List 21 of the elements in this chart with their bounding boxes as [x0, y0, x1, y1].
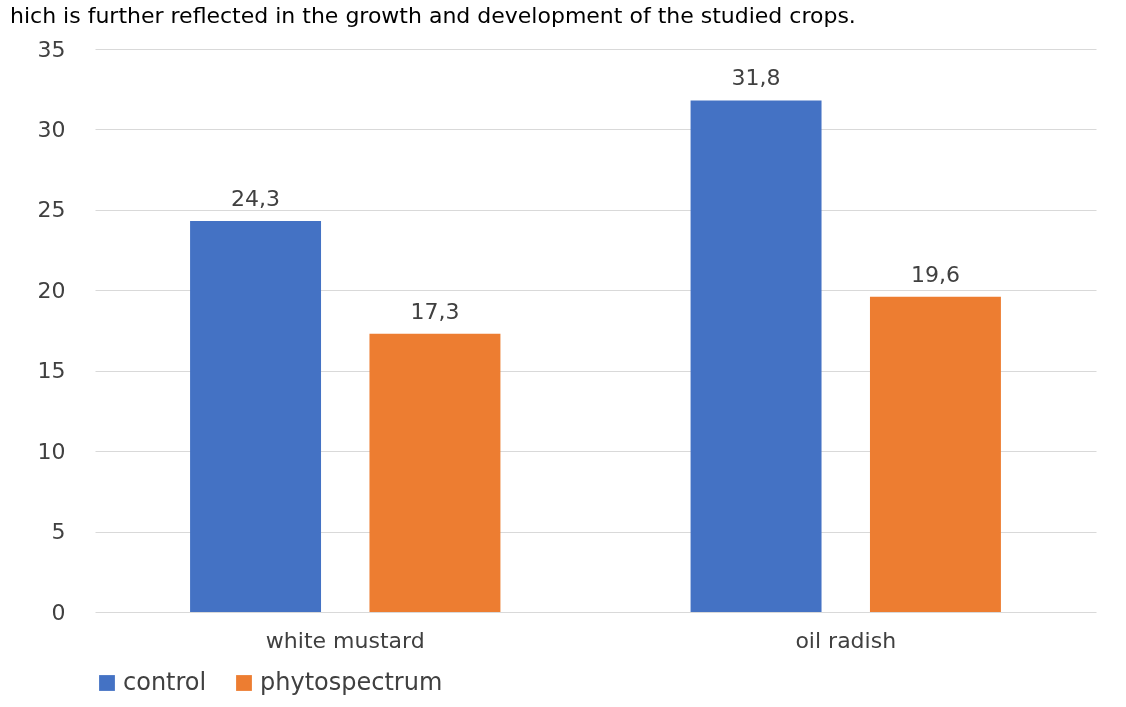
y-tick-label: 25	[37, 197, 66, 223]
y-tick-label: 30	[37, 116, 66, 142]
y-tick-label: 0	[51, 599, 66, 625]
y-tick-label: 10	[37, 438, 66, 464]
bar	[869, 296, 1001, 612]
y-tick-label: 20	[37, 277, 66, 303]
bar	[369, 333, 501, 612]
x-tick-label: oil radish	[795, 627, 897, 653]
data-label: 19,6	[910, 261, 960, 287]
data-label: 31,8	[731, 65, 781, 91]
bar	[190, 221, 322, 612]
y-tick-label: 5	[51, 519, 66, 545]
text: hich is further reflected in the growth and development of the studied crops.	[10, 3, 856, 28]
legend-label: phytospectrum	[260, 668, 443, 696]
y-tick-label: 15	[37, 358, 66, 384]
legend-label: control	[123, 668, 207, 696]
x-tick-label: white mustard	[265, 627, 425, 653]
y-tick-label: 35	[37, 36, 66, 62]
data-label: 17,3	[410, 298, 460, 324]
data-label: 24,3	[231, 186, 281, 212]
bar	[690, 100, 822, 612]
